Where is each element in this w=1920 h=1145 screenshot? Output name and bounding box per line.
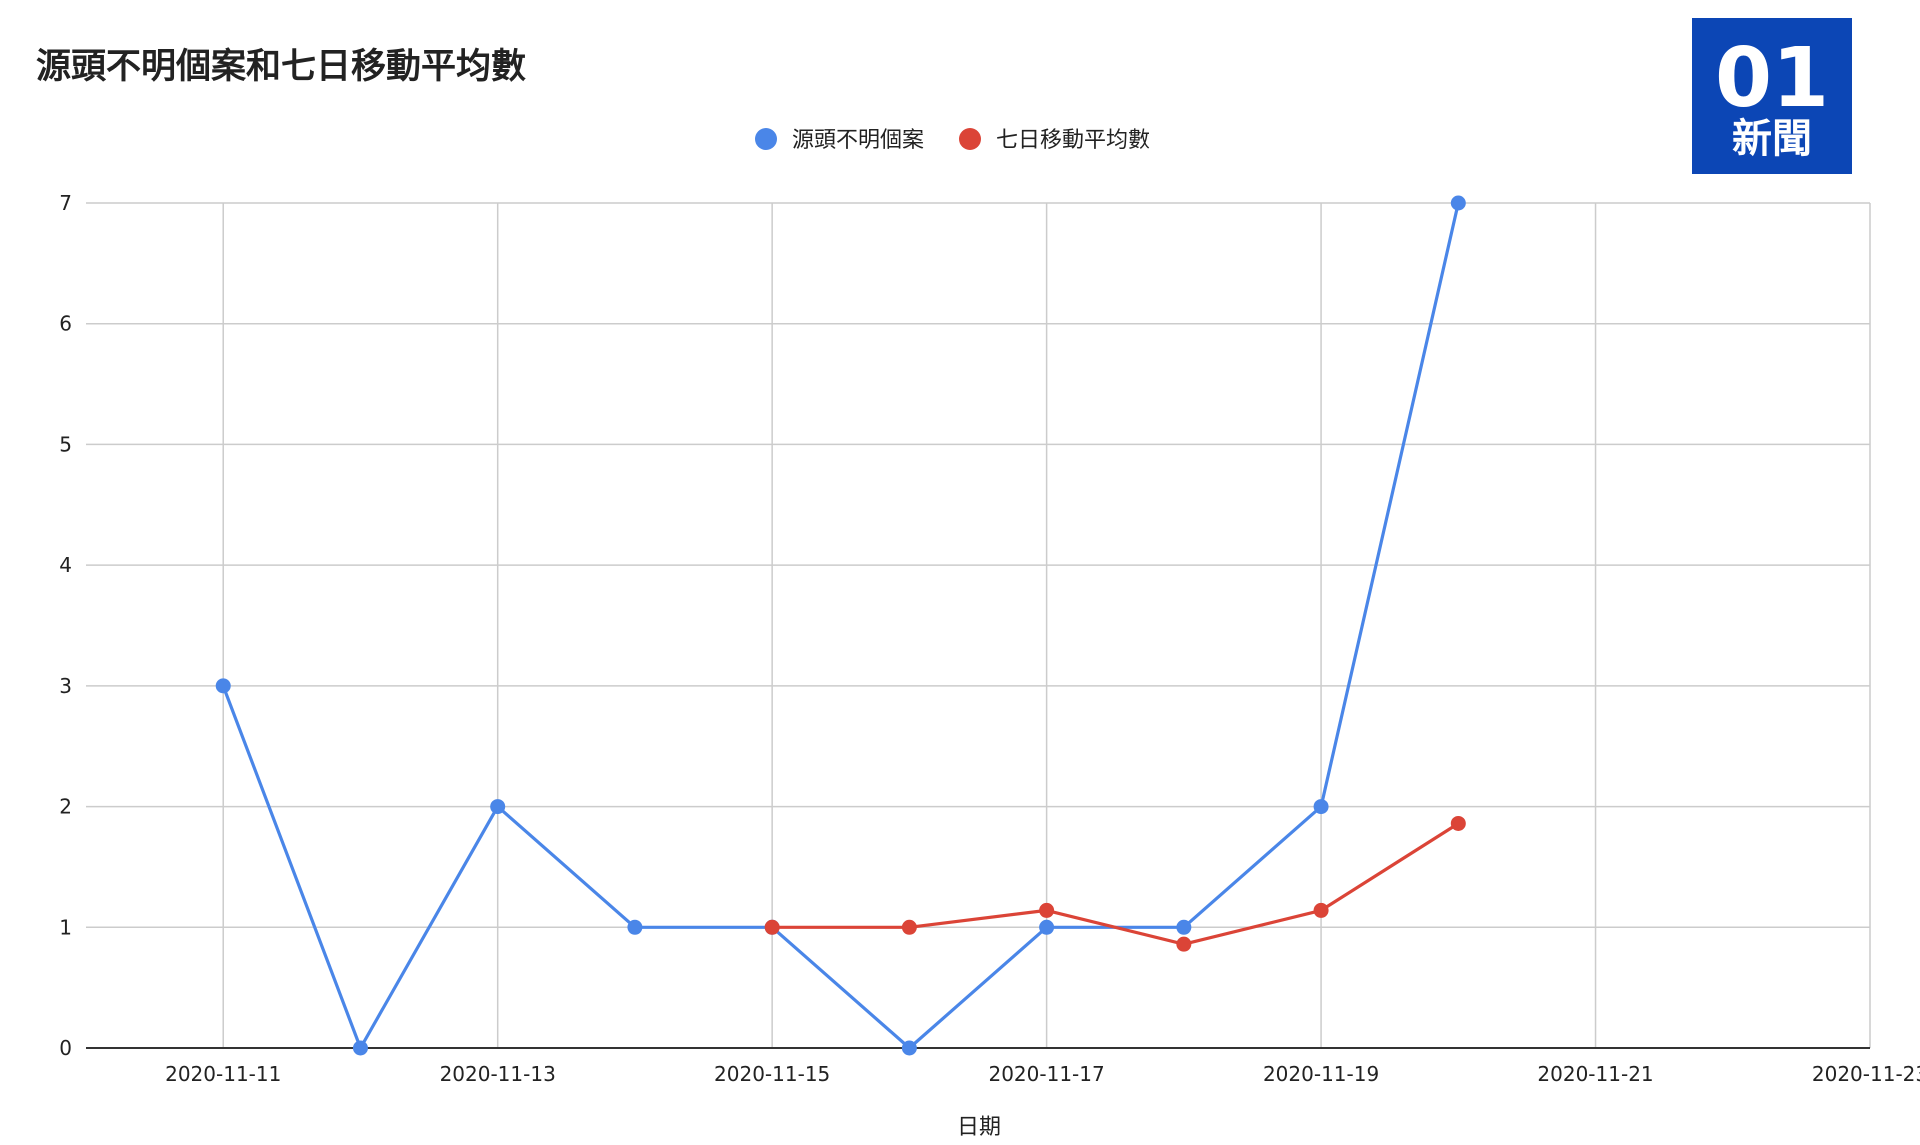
data-point xyxy=(1039,902,1055,918)
grid xyxy=(86,202,1871,1049)
legend-marker xyxy=(755,128,777,150)
y-tick-label: 0 xyxy=(59,1036,72,1060)
brand-logo: 01 新聞 xyxy=(1692,18,1852,174)
data-point xyxy=(1176,919,1192,935)
legend-item: 七日移動平均數 xyxy=(959,128,1150,153)
data-point xyxy=(1450,195,1466,211)
series-2 xyxy=(764,815,1466,952)
x-tick-label: 2020-11-23 xyxy=(1812,1062,1920,1086)
chart-title: 源頭不明個案和七日移動平均數 xyxy=(36,47,526,87)
x-tick-label: 2020-11-15 xyxy=(714,1062,830,1086)
legend-marker xyxy=(959,128,981,150)
x-tick-label: 2020-11-21 xyxy=(1537,1062,1653,1086)
x-tick-label: 2020-11-11 xyxy=(165,1062,281,1086)
y-tick-label: 2 xyxy=(59,795,72,819)
data-point xyxy=(901,1040,917,1056)
logo-mark: 01 xyxy=(1715,31,1829,126)
y-tick-label: 5 xyxy=(59,432,72,456)
data-point xyxy=(1176,936,1192,952)
legend-label: 七日移動平均數 xyxy=(996,128,1150,153)
data-point xyxy=(764,919,780,935)
series-line xyxy=(221,202,1460,1050)
legend-item: 源頭不明個案 xyxy=(755,128,924,153)
x-axis-title: 日期 xyxy=(957,1115,1001,1140)
legend-label: 源頭不明個案 xyxy=(792,128,924,153)
series-line xyxy=(772,822,1460,946)
data-point xyxy=(627,919,643,935)
y-tick-label: 3 xyxy=(59,674,72,698)
y-tick-label: 6 xyxy=(59,312,72,336)
data-point xyxy=(490,799,506,815)
data-point xyxy=(1450,815,1466,831)
y-tick-label: 4 xyxy=(59,553,72,577)
y-tick-label: 1 xyxy=(59,915,72,939)
y-tick-label: 7 xyxy=(59,191,72,215)
data-point xyxy=(1039,919,1055,935)
logo-text: 新聞 xyxy=(1732,116,1812,162)
data-point xyxy=(1313,799,1329,815)
data-point xyxy=(215,678,231,694)
y-axis: 0 1 2 3 4 5 6 7 xyxy=(59,191,72,1060)
x-tick-label: 2020-11-17 xyxy=(988,1062,1104,1086)
data-point xyxy=(352,1040,368,1056)
plot-area xyxy=(215,195,1466,1056)
data-point xyxy=(901,919,917,935)
logo-background xyxy=(1692,18,1852,174)
x-tick-label: 2020-11-19 xyxy=(1263,1062,1379,1086)
x-tick-label: 2020-11-13 xyxy=(440,1062,556,1086)
legend: 源頭不明個案 七日移動平均數 xyxy=(755,128,1150,153)
x-axis: 2020-11-11 2020-11-13 2020-11-15 2020-11-17… xyxy=(165,1062,1920,1086)
data-point xyxy=(1313,902,1329,918)
